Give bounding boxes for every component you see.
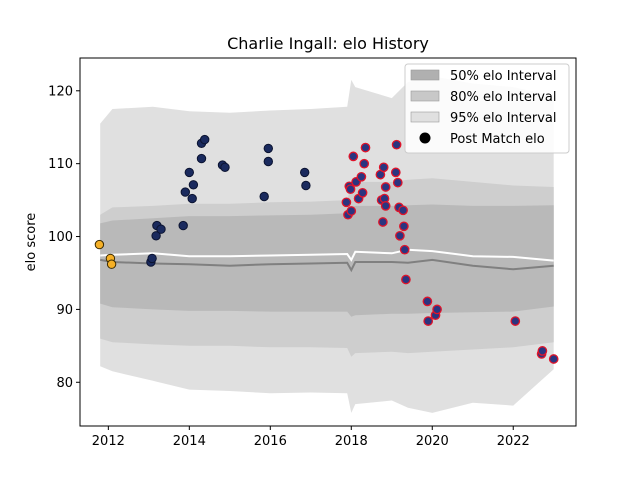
data-point-navy-17: [263, 143, 273, 154]
legend-label: Post Match elo: [450, 132, 545, 147]
data-point-early-0: [94, 239, 105, 250]
data-point-red-10: [359, 158, 370, 169]
data-point-navy-19: [301, 180, 311, 191]
data-point-red-26: [399, 244, 410, 255]
legend-box: [404, 63, 570, 154]
y-axis: 80 90 100 110 120: [48, 84, 80, 391]
y-tick-label: 120: [48, 84, 73, 99]
data-point-navy-4: [156, 224, 166, 234]
x-tick-label: 2016: [254, 434, 287, 449]
legend-label: 50% elo Interval: [450, 69, 557, 84]
chart-title: Charlie Ingall: elo History: [227, 34, 429, 53]
data-point-red-5: [348, 151, 359, 162]
data-point-red-17: [380, 201, 391, 211]
chart-legend: 50% elo Interval 80% elo Interval 95% elo …: [404, 63, 570, 154]
legend-swatch: [410, 69, 440, 81]
data-point-red-32: [510, 316, 521, 326]
data-point-navy-12: [200, 134, 210, 145]
legend-swatch: [410, 111, 440, 123]
y-tick-label: 80: [56, 376, 73, 391]
x-tick-label: 2020: [416, 434, 449, 449]
data-point-red-31: [432, 304, 442, 315]
data-point-red-14: [378, 217, 388, 227]
data-point-navy-8: [187, 193, 197, 204]
legend-swatch: [410, 90, 440, 102]
data-point-red-23: [395, 230, 405, 241]
data-point-red-25: [399, 221, 409, 232]
data-point-navy-6: [180, 187, 191, 197]
legend-label: 80% elo Interval: [450, 90, 557, 105]
data-point-navy-7: [184, 167, 195, 178]
data-point-navy-15: [259, 191, 269, 202]
data-point-navy-14: [220, 162, 230, 173]
data-point-red-21: [392, 177, 403, 188]
data-point-red-8: [356, 171, 367, 182]
y-tick-label: 90: [56, 303, 73, 318]
data-point-red-20: [391, 139, 402, 150]
data-point-red-28: [422, 296, 433, 307]
data-point-navy-2: [151, 231, 161, 241]
data-point-red-4: [346, 206, 357, 216]
data-point-navy-5: [178, 220, 188, 231]
data-point-red-29: [423, 316, 434, 326]
data-point-red-9: [357, 187, 368, 198]
data-point-navy-16: [263, 156, 273, 167]
data-point-navy-1: [147, 253, 157, 264]
legend-marker: [419, 132, 431, 144]
legend-label: 95% elo Interval: [450, 111, 557, 126]
data-point-red-15: [378, 162, 389, 173]
data-point-red-24: [398, 205, 408, 216]
data-point-red-34: [537, 346, 548, 356]
data-point-red-35: [548, 354, 559, 364]
plot-frame: [79, 57, 577, 427]
x-tick-label: 2014: [173, 434, 206, 449]
y-axis-label: elo score: [24, 213, 39, 272]
x-tick-label: 2012: [92, 434, 125, 449]
y-tick-label: 110: [48, 157, 73, 172]
median-elo-line: [100, 258, 554, 273]
post-match-points: [94, 134, 559, 364]
data-point-navy-18: [300, 167, 310, 178]
data-point-navy-9: [188, 180, 199, 190]
data-point-early-2: [106, 259, 117, 269]
data-point-red-0: [341, 197, 352, 208]
data-point-navy-10: [196, 153, 207, 164]
x-axis: 2012 2014 2016 2018 2020 2022: [92, 426, 530, 449]
data-point-red-19: [390, 167, 401, 178]
mean-elo-line: [100, 248, 554, 262]
data-point-red-27: [401, 274, 411, 285]
y-tick-label: 100: [48, 230, 73, 245]
data-point-red-3: [345, 184, 356, 195]
band-50-interval: [100, 204, 554, 317]
x-tick-label: 2018: [335, 434, 368, 449]
data-point-red-11: [360, 142, 371, 153]
data-point-red-18: [380, 182, 391, 192]
x-tick-label: 2022: [497, 434, 530, 449]
